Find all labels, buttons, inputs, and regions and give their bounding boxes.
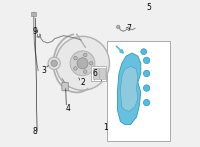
FancyBboxPatch shape — [93, 68, 99, 79]
Text: 4: 4 — [66, 104, 70, 113]
Text: 8: 8 — [33, 127, 38, 136]
Circle shape — [74, 67, 77, 70]
Polygon shape — [120, 66, 138, 111]
FancyBboxPatch shape — [107, 41, 170, 141]
Text: 2: 2 — [80, 78, 85, 87]
Circle shape — [143, 70, 150, 77]
Circle shape — [116, 25, 120, 29]
Text: 6: 6 — [92, 69, 97, 78]
FancyBboxPatch shape — [99, 68, 105, 79]
FancyBboxPatch shape — [31, 12, 36, 16]
Circle shape — [90, 62, 93, 65]
Circle shape — [83, 70, 87, 73]
Text: 3: 3 — [42, 66, 46, 75]
Circle shape — [56, 36, 109, 90]
FancyBboxPatch shape — [91, 66, 106, 81]
Text: 5: 5 — [146, 4, 151, 12]
FancyBboxPatch shape — [62, 82, 68, 91]
Circle shape — [143, 85, 150, 91]
Circle shape — [70, 51, 95, 76]
Circle shape — [74, 56, 77, 60]
Circle shape — [83, 53, 87, 57]
Circle shape — [77, 58, 88, 69]
Circle shape — [48, 57, 60, 69]
Circle shape — [51, 60, 57, 66]
Circle shape — [143, 57, 150, 64]
Text: 7: 7 — [126, 24, 131, 33]
Polygon shape — [117, 53, 141, 125]
Circle shape — [141, 49, 147, 55]
Circle shape — [143, 99, 150, 106]
Text: 9: 9 — [33, 27, 38, 36]
Text: 1: 1 — [103, 123, 107, 132]
